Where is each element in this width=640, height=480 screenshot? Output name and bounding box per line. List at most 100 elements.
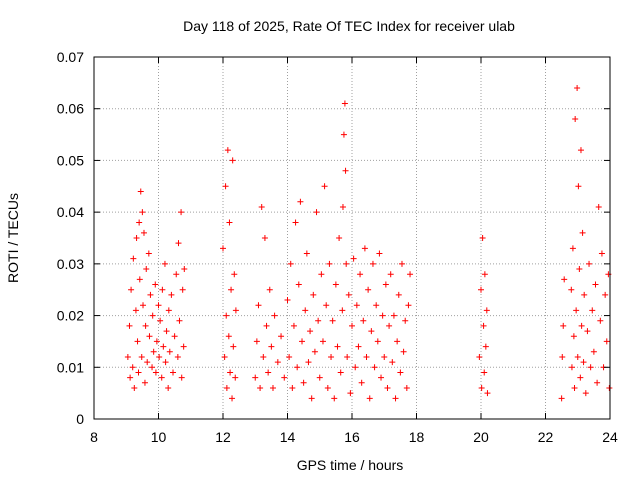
- data-point: [579, 229, 586, 236]
- data-point: [478, 384, 485, 391]
- data-point: [281, 374, 288, 381]
- data-point: [140, 229, 147, 236]
- data-point: [226, 219, 233, 226]
- data-point: [229, 395, 236, 402]
- data-point: [175, 240, 182, 247]
- data-point: [582, 390, 589, 397]
- data-point: [165, 307, 172, 314]
- data-point: [289, 384, 296, 391]
- data-point: [577, 374, 584, 381]
- data-point: [339, 307, 346, 314]
- x-tick-label: 12: [215, 429, 231, 445]
- data-point: [129, 364, 136, 371]
- data-point: [179, 286, 186, 293]
- x-tick-label: 20: [473, 429, 489, 445]
- data-point: [574, 353, 581, 360]
- data-point: [326, 260, 333, 267]
- data-point: [384, 384, 391, 391]
- data-point: [397, 369, 404, 376]
- y-tick-label: 0.05: [57, 152, 84, 168]
- data-point: [137, 188, 144, 195]
- data-point: [586, 260, 593, 267]
- data-point: [376, 250, 383, 257]
- data-point: [313, 209, 320, 216]
- data-point: [223, 384, 230, 391]
- data-point: [403, 384, 410, 391]
- data-point: [575, 183, 582, 190]
- data-point: [366, 395, 373, 402]
- data-point: [361, 245, 368, 252]
- data-point: [223, 312, 230, 319]
- data-point: [371, 364, 378, 371]
- data-point: [299, 338, 306, 345]
- data-point: [483, 307, 490, 314]
- data-point: [290, 322, 297, 329]
- data-point: [149, 312, 156, 319]
- data-point: [595, 203, 602, 210]
- data-point: [339, 203, 346, 210]
- data-point: [594, 379, 601, 386]
- data-point: [374, 338, 381, 345]
- x-tick-label: 18: [409, 429, 425, 445]
- data-point: [274, 359, 281, 366]
- data-point: [576, 266, 583, 273]
- data-point: [308, 395, 315, 402]
- x-tick-label: 8: [90, 429, 98, 445]
- data-point: [394, 338, 401, 345]
- data-point: [228, 286, 235, 293]
- data-point: [173, 271, 180, 278]
- data-point: [561, 276, 568, 283]
- data-point: [368, 328, 375, 335]
- data-point: [334, 343, 341, 350]
- data-point: [160, 343, 167, 350]
- data-point: [603, 338, 610, 345]
- data-point: [353, 302, 360, 309]
- data-point: [138, 353, 145, 360]
- data-point: [230, 343, 237, 350]
- y-tick-label: 0.04: [57, 204, 84, 220]
- data-point: [577, 147, 584, 154]
- data-point: [278, 333, 285, 340]
- data-point: [365, 286, 372, 293]
- data-point: [142, 322, 149, 329]
- data-point: [307, 328, 314, 335]
- data-point: [328, 353, 335, 360]
- axis-ticks: [93, 56, 611, 420]
- data-point: [168, 291, 175, 298]
- data-point: [176, 317, 183, 324]
- chart-title: Day 118 of 2025, Rate Of TEC Index for r…: [183, 18, 515, 34]
- data-point: [484, 390, 491, 397]
- data-point: [287, 260, 294, 267]
- data-point: [355, 343, 362, 350]
- data-point: [341, 100, 348, 107]
- x-tick-label: 16: [344, 429, 360, 445]
- data-point: [156, 353, 163, 360]
- data-point: [253, 338, 260, 345]
- data-point: [161, 260, 168, 267]
- data-point: [124, 353, 131, 360]
- data-point: [568, 286, 575, 293]
- data-point: [155, 302, 162, 309]
- data-point: [321, 183, 328, 190]
- data-point: [358, 379, 365, 386]
- data-point: [271, 312, 278, 319]
- data-point: [128, 286, 135, 293]
- data-point: [587, 364, 594, 371]
- data-point: [302, 307, 309, 314]
- data-point: [165, 384, 172, 391]
- data-point: [232, 307, 239, 314]
- data-point: [133, 235, 140, 241]
- data-point: [149, 364, 156, 371]
- data-point: [606, 384, 613, 391]
- data-point: [153, 338, 160, 345]
- data-point: [572, 116, 579, 123]
- data-point: [481, 271, 488, 278]
- data-point: [316, 374, 323, 381]
- y-tick-label: 0.01: [57, 359, 84, 375]
- data-point: [381, 353, 388, 360]
- data-point: [178, 374, 185, 381]
- data-point: [598, 250, 605, 257]
- x-tick-label: 14: [280, 429, 296, 445]
- data-point: [136, 219, 143, 226]
- data-point: [479, 235, 486, 241]
